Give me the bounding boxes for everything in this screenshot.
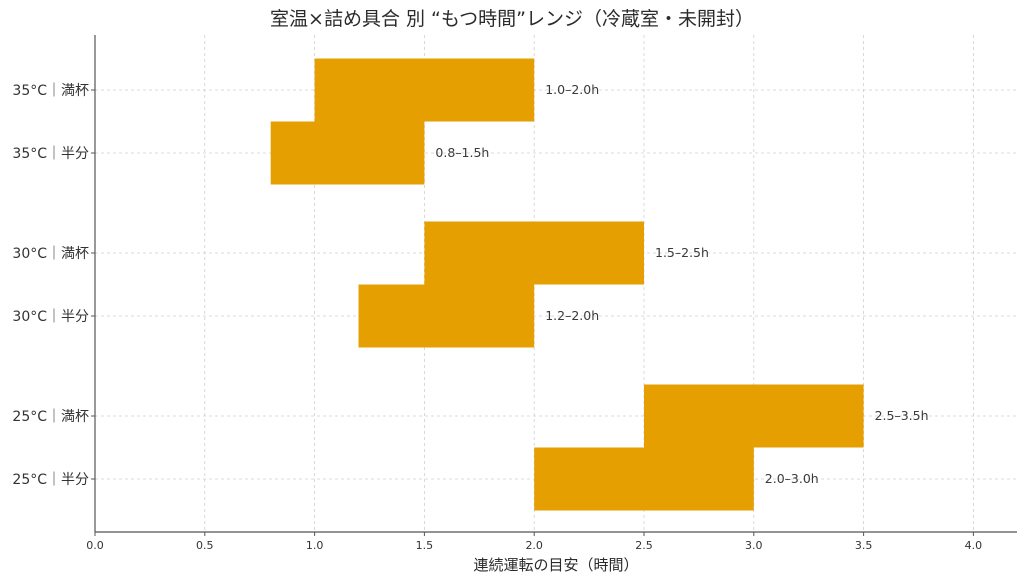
range-value-label: 2.0–3.0h (765, 471, 819, 486)
range-value-label: 1.0–2.0h (545, 82, 599, 97)
range-value-label: 1.5–2.5h (655, 245, 709, 260)
y-category-label: 25°C｜半分 (12, 472, 89, 488)
x-tick-label: 3.0 (745, 539, 763, 552)
range-value-label: 1.2–2.0h (545, 308, 599, 323)
y-category-label: 30°C｜満杯 (12, 246, 89, 262)
y-axis-ticks: 35°C｜満杯 35°C｜半分 30°C｜満杯 30°C｜半分 25°C｜満杯 25°C｜… (12, 83, 95, 488)
y-category-label: 35°C｜満杯 (12, 83, 89, 99)
y-category-label: 35°C｜半分 (12, 146, 89, 162)
range-bar (358, 284, 535, 348)
range-value-label: 2.5–3.5h (875, 408, 929, 423)
bar-value-labels: 1.0–2.0h 0.8–1.5h 1.5–2.5h 1.2–2.0h 2.5–3.5h… (435, 82, 928, 486)
x-axis-ticks: 0.0 0.5 1.0 1.5 2.0 2.5 3.0 3.5 4.0 (86, 532, 982, 552)
range-bar (424, 221, 644, 285)
y-category-label: 25°C｜満杯 (12, 409, 89, 425)
range-bars (270, 58, 864, 511)
x-axis-label: 連続運転の目安（時間） (473, 556, 638, 574)
y-category-label: 30°C｜半分 (12, 309, 89, 325)
x-tick-label: 4.0 (965, 539, 983, 552)
x-tick-label: 1.0 (306, 539, 324, 552)
range-value-label: 0.8–1.5h (435, 145, 489, 160)
x-tick-label: 3.5 (855, 539, 873, 552)
range-bar (270, 121, 425, 185)
x-tick-label: 2.0 (525, 539, 543, 552)
x-tick-label: 0.0 (86, 539, 104, 552)
x-tick-label: 1.5 (416, 539, 434, 552)
chart-title: 室温×詰め具合 別 “もつ時間”レンジ（冷蔵室・未開封） (270, 8, 754, 30)
x-tick-label: 0.5 (196, 539, 214, 552)
range-bar (644, 384, 864, 448)
range-bar (314, 58, 535, 122)
range-bar (534, 447, 754, 511)
x-tick-label: 2.5 (635, 539, 653, 552)
